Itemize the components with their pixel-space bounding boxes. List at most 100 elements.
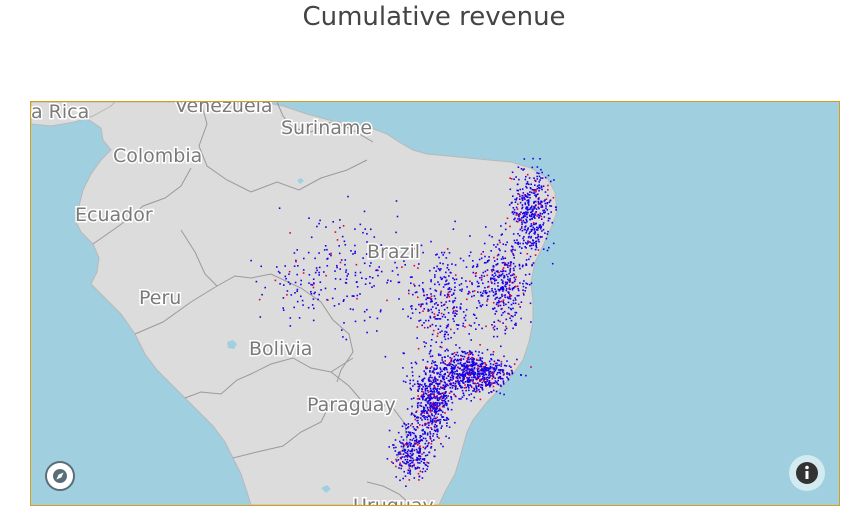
revenue-point xyxy=(403,448,406,451)
revenue-point xyxy=(436,335,439,337)
revenue-point xyxy=(538,197,540,199)
revenue-point xyxy=(414,247,416,250)
compass-button[interactable] xyxy=(45,461,75,491)
revenue-point xyxy=(283,284,285,286)
revenue-point xyxy=(430,240,432,243)
revenue-point xyxy=(436,419,438,422)
revenue-point xyxy=(416,426,418,428)
revenue-point xyxy=(440,290,442,293)
revenue-point xyxy=(535,208,538,210)
revenue-point xyxy=(426,461,428,464)
revenue-point xyxy=(519,267,521,270)
revenue-point xyxy=(449,356,451,359)
revenue-point xyxy=(533,192,536,194)
revenue-point xyxy=(356,297,358,300)
revenue-point xyxy=(530,235,533,238)
revenue-point xyxy=(437,379,439,381)
revenue-point xyxy=(458,284,461,286)
revenue-point xyxy=(488,372,490,374)
revenue-point xyxy=(479,357,481,359)
revenue-point xyxy=(426,367,428,370)
revenue-point xyxy=(450,398,453,400)
revenue-point xyxy=(496,254,499,257)
revenue-point xyxy=(450,371,452,374)
revenue-point xyxy=(439,379,442,382)
revenue-point xyxy=(439,269,441,272)
revenue-point xyxy=(412,255,415,258)
revenue-point xyxy=(409,462,411,465)
revenue-point xyxy=(477,376,480,378)
revenue-point xyxy=(493,328,496,331)
revenue-point xyxy=(356,286,359,288)
revenue-point xyxy=(441,251,443,254)
revenue-point xyxy=(530,244,533,247)
revenue-point xyxy=(433,395,436,398)
revenue-point xyxy=(447,418,450,421)
revenue-point xyxy=(459,384,461,387)
revenue-point xyxy=(407,469,410,472)
revenue-point xyxy=(534,189,536,191)
revenue-point xyxy=(440,301,443,304)
revenue-point xyxy=(427,308,429,311)
revenue-point xyxy=(506,373,508,375)
revenue-point xyxy=(507,291,510,293)
map-canvas[interactable]: a Rica Venezuela Suriname Colombia Ecuad… xyxy=(31,102,839,505)
revenue-point xyxy=(500,360,503,363)
revenue-point xyxy=(303,257,305,260)
revenue-point xyxy=(510,366,512,368)
revenue-point xyxy=(419,447,422,450)
revenue-point xyxy=(533,202,535,204)
revenue-point xyxy=(533,189,535,191)
revenue-point xyxy=(539,202,541,205)
revenue-point xyxy=(461,288,463,291)
revenue-point xyxy=(473,368,476,370)
revenue-point xyxy=(497,282,499,284)
revenue-point xyxy=(427,427,430,429)
revenue-point xyxy=(317,298,319,301)
revenue-point xyxy=(440,409,443,412)
revenue-point xyxy=(485,370,487,372)
revenue-point xyxy=(518,294,520,297)
revenue-point xyxy=(468,368,470,370)
revenue-point xyxy=(420,405,423,407)
revenue-point xyxy=(436,318,438,320)
revenue-point xyxy=(522,169,524,171)
revenue-point xyxy=(413,463,415,466)
revenue-point xyxy=(430,345,432,347)
revenue-point xyxy=(377,269,379,272)
revenue-point xyxy=(488,371,490,373)
revenue-point xyxy=(371,286,373,288)
info-button[interactable] xyxy=(789,455,825,491)
revenue-point xyxy=(450,336,452,339)
revenue-point xyxy=(490,281,493,283)
revenue-point xyxy=(441,401,444,404)
revenue-point xyxy=(495,368,497,370)
revenue-point xyxy=(431,383,433,385)
revenue-point xyxy=(509,279,511,282)
revenue-point xyxy=(488,392,490,394)
revenue-point xyxy=(314,271,317,274)
revenue-point xyxy=(483,275,486,277)
revenue-point xyxy=(498,289,501,292)
revenue-point xyxy=(461,369,463,371)
revenue-point xyxy=(403,423,406,425)
revenue-point xyxy=(409,452,412,455)
revenue-point xyxy=(525,247,527,249)
revenue-point xyxy=(534,230,536,233)
revenue-point xyxy=(435,341,437,343)
revenue-point xyxy=(515,285,517,288)
revenue-point xyxy=(421,415,424,417)
revenue-point xyxy=(499,249,501,252)
revenue-point xyxy=(421,394,423,396)
revenue-point xyxy=(431,414,433,417)
revenue-point xyxy=(434,289,437,291)
revenue-point xyxy=(482,290,485,292)
revenue-point xyxy=(421,458,424,460)
revenue-point xyxy=(409,438,411,441)
revenue-point xyxy=(498,239,501,242)
map-container[interactable]: a Rica Venezuela Suriname Colombia Ecuad… xyxy=(30,101,840,506)
revenue-point xyxy=(505,273,508,276)
revenue-point xyxy=(517,203,519,205)
revenue-point xyxy=(505,318,508,321)
revenue-point xyxy=(410,388,412,391)
